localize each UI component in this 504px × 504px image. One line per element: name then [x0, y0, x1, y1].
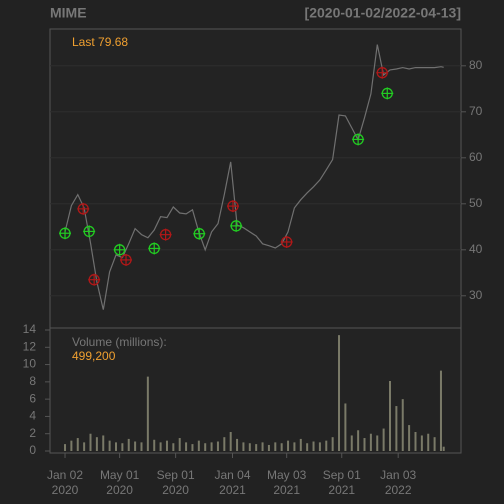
signal-marker	[83, 225, 96, 238]
y-tick-label: 50	[469, 196, 483, 210]
signal-marker	[226, 200, 239, 213]
price-panel	[49, 28, 462, 329]
x-tick-label: May 01 2020	[99, 468, 140, 497]
signal-marker	[280, 235, 293, 248]
x-tick-label: Jan 04 2021	[214, 468, 251, 497]
signal-marker	[230, 219, 243, 232]
y-tick-label: 40	[469, 242, 483, 256]
y-tick-label: 0	[29, 443, 36, 457]
x-tick-label: Jan 03 2022	[380, 468, 417, 497]
x-tick-label: Sep 01 2021	[322, 468, 361, 497]
price-line	[64, 44, 444, 310]
y-tick-label: 70	[469, 104, 483, 118]
y-tick-label: 30	[469, 288, 483, 302]
signal-marker	[376, 66, 389, 79]
y-tick-label: 14	[23, 322, 37, 336]
last-price: Last 79.68	[72, 35, 128, 49]
signal-marker	[77, 202, 90, 215]
signal-marker	[88, 273, 101, 286]
y-tick-label: 60	[469, 150, 483, 164]
signal-marker	[381, 87, 394, 100]
volume-label: Volume (millions):	[72, 335, 167, 349]
signal-marker	[193, 227, 206, 240]
y-tick-label: 12	[23, 339, 37, 353]
x-tick-label: Sep 01 2020	[156, 468, 195, 497]
signal-marker	[59, 227, 72, 240]
x-tick-label: Jan 02 2020	[47, 468, 84, 497]
last-volume: 499,200	[72, 349, 116, 363]
y-tick-label: 6	[29, 391, 36, 405]
y-tick-label: 2	[29, 426, 36, 440]
y-tick-label: 8	[29, 374, 36, 388]
x-tick-label: May 03 2021	[266, 468, 307, 497]
signal-marker	[159, 228, 172, 241]
signal-marker	[148, 242, 161, 255]
chart-title: MIME	[50, 5, 87, 21]
signal-marker	[120, 253, 133, 266]
date-range: [2020-01-02/2022-04-13]	[305, 5, 461, 21]
signal-marker	[113, 243, 126, 256]
signal-marker	[352, 133, 365, 146]
volume-panel	[49, 327, 462, 454]
y-tick-label: 10	[23, 357, 37, 371]
y-tick-label: 4	[29, 409, 36, 423]
y-tick-label: 80	[469, 58, 483, 72]
